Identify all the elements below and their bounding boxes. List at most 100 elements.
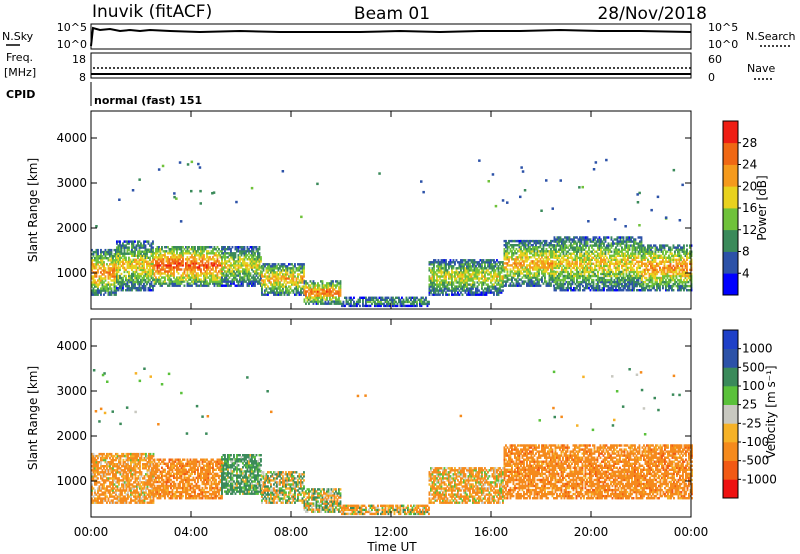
echo-cell (141, 262, 144, 265)
echo-cell (627, 258, 629, 261)
echo-cell (628, 289, 631, 292)
echo-cell (162, 260, 165, 263)
echo-cell (576, 266, 578, 270)
echo-cell (436, 293, 438, 296)
echo-cell (490, 265, 492, 268)
echo-cell (94, 293, 96, 296)
echo-cell (171, 284, 174, 287)
echo-cell (271, 291, 274, 294)
echo-cell (536, 241, 539, 245)
echo-cell (366, 298, 369, 301)
echo-cell (607, 274, 610, 278)
echo-cell (161, 246, 163, 249)
echo-cell (594, 254, 596, 257)
echo-cell (526, 248, 528, 251)
echo-cell (165, 258, 168, 261)
echo-cell (342, 300, 345, 304)
echo-cell (237, 260, 240, 263)
echo-cell (622, 238, 625, 241)
echo-cell (152, 278, 154, 282)
echo-cell (262, 293, 265, 296)
echo-cell (222, 246, 225, 249)
echo-cell (497, 261, 500, 264)
echo-cell (245, 250, 247, 253)
echo-cell (449, 273, 452, 276)
echo-cell (562, 276, 565, 280)
echo-cell (153, 284, 156, 287)
echo-cell (240, 282, 243, 285)
echo-cell (252, 248, 255, 251)
echo-cell (159, 258, 162, 261)
echo-cell (458, 289, 461, 292)
echo-cell (95, 293, 98, 296)
echo-cell (126, 270, 129, 274)
echo-cell (152, 240, 154, 243)
echo-cell (485, 287, 488, 290)
echo-cell (570, 274, 572, 278)
echo-cell (476, 281, 479, 284)
echo-cell (558, 238, 560, 241)
echo-cell (530, 284, 533, 287)
echo-cell (210, 246, 213, 249)
echo-cell (206, 268, 208, 271)
echo-cell (246, 276, 249, 279)
echo-cell (152, 264, 154, 268)
echo-cell (472, 279, 474, 282)
echo-cell (170, 268, 172, 271)
echo-cell (618, 236, 620, 239)
echo-cell (161, 256, 163, 259)
echo-cell (140, 242, 142, 245)
echo-cell (283, 293, 286, 296)
echo-cell (207, 268, 210, 271)
echo-cell (642, 262, 645, 265)
echo-cell (204, 266, 207, 269)
echo-cell (503, 280, 506, 283)
echo-cell (110, 267, 113, 270)
echo-cell (497, 267, 500, 270)
echo-cell (592, 240, 595, 243)
echo-cell (437, 263, 440, 266)
echo-cell (179, 284, 181, 287)
echo-cell (612, 240, 614, 243)
echo-cell (488, 267, 491, 270)
echo-cell (201, 272, 204, 275)
echo-cell (101, 265, 104, 268)
echo-cell (568, 280, 571, 284)
echo-cell (168, 280, 171, 283)
echo-cell (251, 254, 253, 257)
echo-cell (168, 284, 171, 287)
echo-cell (592, 286, 595, 290)
echo-cell (628, 248, 631, 251)
echo-cell (158, 272, 160, 275)
echo-cell (538, 272, 540, 275)
echo-cell (451, 289, 453, 292)
echo-cell (110, 261, 113, 264)
echo-cell (177, 254, 180, 257)
echo-cell (634, 280, 637, 284)
echo-cell (283, 277, 286, 280)
echo-cell (218, 260, 220, 263)
echo-cell (131, 278, 133, 282)
echo-cell (488, 261, 491, 264)
echo-cell (607, 286, 610, 290)
echo-cell (607, 248, 610, 251)
echo-cell (631, 286, 634, 290)
echo-cell (461, 273, 464, 276)
echo-cell (470, 265, 473, 268)
echo-cell (332, 300, 334, 303)
echo-cell (530, 272, 533, 275)
echo-cell (561, 266, 563, 270)
echo-cell (598, 238, 601, 241)
echo-cell (499, 261, 501, 264)
echo-cell (97, 250, 99, 254)
echo-cell (627, 252, 629, 255)
echo-cell (472, 291, 474, 294)
echo-cell (258, 280, 261, 283)
echo-cell (610, 276, 613, 280)
echo-cell (573, 272, 575, 276)
echo-cell (604, 274, 607, 278)
echo-cell (580, 242, 583, 245)
echo-cell (529, 256, 531, 259)
echo-cell (473, 265, 476, 268)
echo-cell (639, 236, 641, 239)
